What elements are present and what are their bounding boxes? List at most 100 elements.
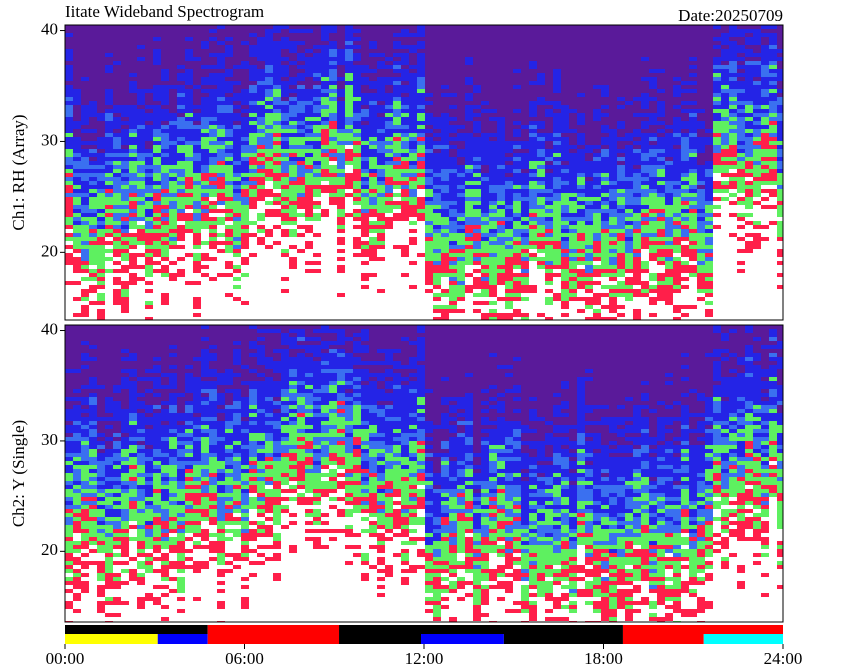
- spectrogram-cell: [465, 253, 473, 257]
- spectrogram-cell: [361, 257, 369, 261]
- spectrogram-cell: [121, 193, 129, 197]
- spectrogram-cell: [593, 25, 601, 29]
- spectrogram-cell: [105, 61, 113, 65]
- spectrogram-cell: [521, 229, 529, 233]
- spectrogram-cell: [145, 301, 153, 305]
- spectrogram-cell: [313, 137, 321, 141]
- spectrogram-cell: [561, 145, 569, 149]
- spectrogram-cell: [601, 157, 609, 161]
- spectrogram-cell: [89, 233, 97, 237]
- spectrogram-cell: [305, 61, 313, 65]
- spectrogram-cell: [497, 265, 505, 269]
- spectrogram-cell: [497, 29, 505, 33]
- spectrogram-cell: [65, 225, 73, 229]
- spectrogram-cell: [289, 181, 297, 185]
- spectrogram-cell: [481, 257, 489, 261]
- spectrogram-cell: [561, 165, 569, 169]
- spectrogram-cell: [545, 57, 553, 61]
- spectrogram-cell: [345, 293, 353, 297]
- spectrogram-cell: [425, 273, 433, 277]
- spectrogram-cell: [497, 129, 505, 133]
- spectrogram-cell: [433, 277, 441, 281]
- spectrogram-cell: [177, 285, 185, 289]
- spectrogram-cell: [177, 61, 185, 65]
- spectrogram-cell: [369, 293, 377, 297]
- spectrogram-cell: [313, 285, 321, 289]
- spectrogram-cell: [193, 65, 201, 69]
- spectrogram-cell: [417, 153, 425, 157]
- spectrogram-cell: [329, 101, 337, 105]
- spectrogram-cell: [369, 105, 377, 109]
- spectrogram-cell: [273, 169, 281, 173]
- spectrogram-cell: [321, 125, 329, 129]
- spectrogram-cell: [289, 129, 297, 133]
- spectrogram-cell: [129, 77, 137, 81]
- spectrogram-cell: [441, 245, 449, 249]
- spectrogram-cell: [489, 273, 497, 277]
- spectrogram-cell: [417, 293, 425, 297]
- spectrogram-cell: [401, 157, 409, 161]
- spectrogram-cell: [401, 229, 409, 233]
- spectrogram-cell: [481, 113, 489, 117]
- spectrogram-cell: [529, 277, 537, 281]
- spectrogram-cell: [521, 257, 529, 261]
- spectrogram-cell: [289, 269, 297, 273]
- spectrogram-cell: [497, 77, 505, 81]
- spectrogram-cell: [537, 169, 545, 173]
- spectrogram-cell: [449, 269, 457, 273]
- spectrogram-cell: [377, 173, 385, 177]
- spectrogram-cell: [457, 93, 465, 97]
- spectrogram-cell: [593, 225, 601, 229]
- spectrogram-cell: [193, 241, 201, 245]
- spectrogram-cell: [385, 61, 393, 65]
- spectrogram-cell: [537, 245, 545, 249]
- spectrogram-cell: [489, 185, 497, 189]
- spectrogram-cell: [225, 37, 233, 41]
- spectrogram-cell: [433, 57, 441, 61]
- spectrogram-cell: [97, 93, 105, 97]
- spectrogram-cell: [369, 297, 377, 301]
- spectrogram-cell: [521, 165, 529, 169]
- spectrogram-cell: [537, 289, 545, 293]
- spectrogram-cell: [553, 305, 561, 309]
- spectrogram-cell: [529, 157, 537, 161]
- spectrogram-cell: [321, 229, 329, 233]
- spectrogram-cell: [145, 245, 153, 249]
- spectrogram-cell: [577, 69, 585, 73]
- spectrogram-cell: [449, 257, 457, 261]
- spectrogram-cell: [441, 37, 449, 41]
- spectrogram-cell: [265, 261, 273, 265]
- spectrogram-cell: [257, 57, 265, 61]
- spectrogram-cell: [257, 29, 265, 33]
- spectrogram-cell: [177, 249, 185, 253]
- spectrogram-cell: [73, 213, 81, 217]
- spectrogram-cell: [161, 33, 169, 37]
- spectrogram-cell: [385, 105, 393, 109]
- spectrogram-cell: [249, 233, 257, 237]
- spectrogram-cell: [497, 257, 505, 261]
- spectrogram-cell: [593, 97, 601, 101]
- spectrogram-cell: [177, 93, 185, 97]
- spectrogram-cell: [289, 121, 297, 125]
- spectrogram-cell: [137, 65, 145, 69]
- spectrogram-cell: [561, 273, 569, 277]
- spectrogram-cell: [225, 29, 233, 33]
- spectrogram-cell: [81, 29, 89, 33]
- spectrogram-cell: [481, 93, 489, 97]
- spectrogram-cell: [441, 189, 449, 193]
- spectrogram-cell: [337, 37, 345, 41]
- spectrogram-cell: [105, 221, 113, 225]
- spectrogram-cell: [177, 185, 185, 189]
- spectrogram-cell: [281, 161, 289, 165]
- spectrogram-cell: [217, 177, 225, 181]
- spectrogram-cell: [561, 309, 569, 313]
- spectrogram-cell: [577, 301, 585, 305]
- spectrogram-cell: [417, 129, 425, 133]
- spectrogram-cell: [577, 201, 585, 205]
- spectrogram-cell: [201, 73, 209, 77]
- spectrogram-cell: [449, 65, 457, 69]
- spectrogram-cell: [489, 117, 497, 121]
- spectrogram-cell: [313, 157, 321, 161]
- spectrogram-cell: [569, 185, 577, 189]
- spectrogram-cell: [209, 253, 217, 257]
